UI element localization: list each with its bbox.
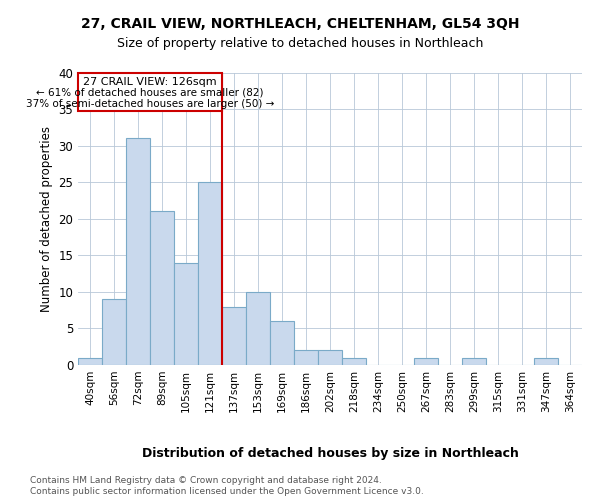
Bar [102, 299, 126, 365]
Bar [174, 262, 198, 365]
FancyBboxPatch shape [78, 72, 222, 110]
Text: Contains HM Land Registry data © Crown copyright and database right 2024.: Contains HM Land Registry data © Crown c… [30, 476, 382, 485]
Bar [342, 358, 366, 365]
Text: 27, CRAIL VIEW, NORTHLEACH, CHELTENHAM, GL54 3QH: 27, CRAIL VIEW, NORTHLEACH, CHELTENHAM, … [81, 18, 519, 32]
Text: 27 CRAIL VIEW: 126sqm: 27 CRAIL VIEW: 126sqm [83, 77, 217, 87]
Bar [126, 138, 150, 365]
Bar [462, 358, 486, 365]
Text: Contains public sector information licensed under the Open Government Licence v3: Contains public sector information licen… [30, 488, 424, 496]
Text: Distribution of detached houses by size in Northleach: Distribution of detached houses by size … [142, 448, 518, 460]
Bar [414, 358, 438, 365]
Text: 37% of semi-detached houses are larger (50) →: 37% of semi-detached houses are larger (… [26, 99, 274, 109]
Bar [222, 306, 246, 365]
Bar [294, 350, 318, 365]
Bar [78, 358, 102, 365]
Bar [246, 292, 270, 365]
Text: Size of property relative to detached houses in Northleach: Size of property relative to detached ho… [117, 38, 483, 51]
Bar [270, 321, 294, 365]
Bar [318, 350, 342, 365]
Bar [150, 212, 174, 365]
Text: ← 61% of detached houses are smaller (82): ← 61% of detached houses are smaller (82… [36, 88, 264, 98]
Bar [198, 182, 222, 365]
Bar [534, 358, 558, 365]
Y-axis label: Number of detached properties: Number of detached properties [40, 126, 53, 312]
